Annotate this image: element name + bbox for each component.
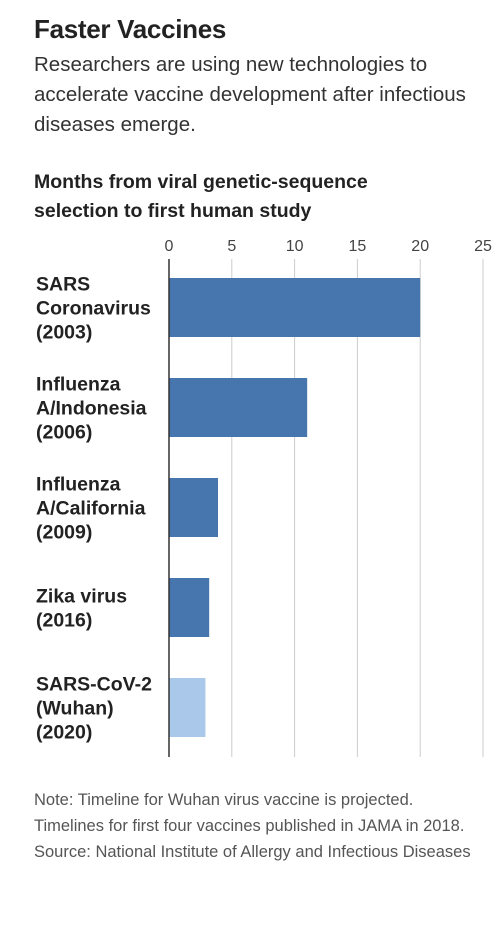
page-subtitle: Researchers are using new technologies t…	[34, 53, 466, 136]
category-label: SARS-CoV-2 (Wuhan) (2020)	[36, 674, 152, 744]
bar	[169, 378, 308, 437]
category-label-line: (2009)	[36, 522, 92, 544]
chart-title: Months from viral genetic-sequence selec…	[34, 171, 368, 222]
x-tick-label: 20	[411, 238, 429, 255]
x-tick-label: 0	[165, 238, 174, 255]
category-label-line: (Wuhan)	[36, 698, 114, 720]
category-label-line: Zika virus	[36, 586, 127, 608]
note-text: Note: Timeline for Wuhan virus vaccine i…	[34, 791, 465, 835]
source-text: Source: National Institute of Allergy an…	[34, 843, 471, 861]
x-tick-label: 10	[286, 238, 304, 255]
category-label-line: A/California	[36, 498, 146, 520]
category-label-line: (2016)	[36, 610, 92, 632]
x-tick-label: 25	[474, 238, 492, 255]
page-title: Faster Vaccines	[34, 14, 227, 44]
category-label-line: Influenza	[36, 374, 121, 396]
x-tick-label: 15	[349, 238, 367, 255]
category-label-line: Influenza	[36, 474, 121, 496]
category-label: Influenza A/Indonesia (2006)	[36, 374, 147, 444]
bar	[169, 278, 421, 337]
category-label: Zika virus (2016)	[36, 586, 127, 632]
category-label: Influenza A/California (2009)	[36, 474, 146, 544]
bar	[169, 478, 218, 537]
category-label-line: (2006)	[36, 422, 92, 444]
category-label-line: A/Indonesia	[36, 398, 147, 420]
category-label-line: SARS	[36, 274, 90, 296]
category-label-line: Coronavirus	[36, 298, 151, 320]
category-label-line: (2020)	[36, 722, 92, 744]
bar	[169, 578, 210, 637]
category-label-line: (2003)	[36, 322, 92, 344]
x-tick-label: 5	[227, 238, 236, 255]
category-label: SARS Coronavirus (2003)	[36, 274, 151, 344]
bar	[169, 678, 206, 737]
chart-notes: Note: Timeline for Wuhan virus vaccine i…	[34, 787, 484, 865]
category-label-line: SARS-CoV-2	[36, 674, 152, 696]
